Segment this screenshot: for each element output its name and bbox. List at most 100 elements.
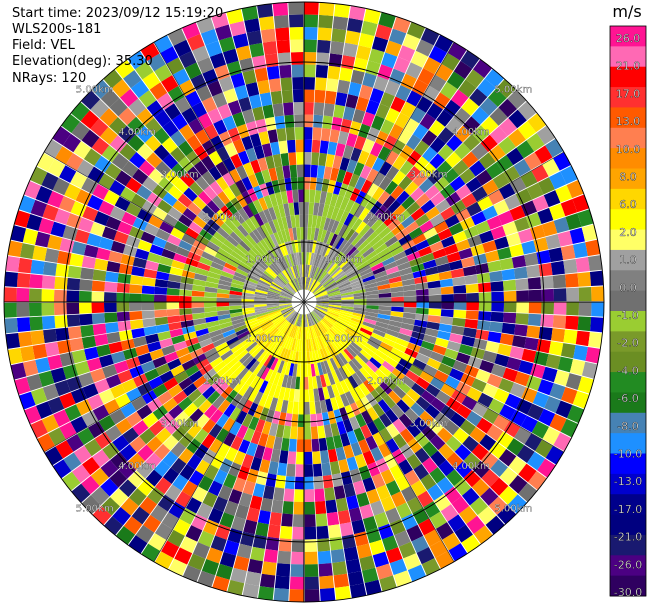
- range-gate: [59, 421, 77, 440]
- range-gate: [340, 432, 351, 447]
- range-gate: [283, 387, 291, 401]
- range-gate: [438, 323, 453, 333]
- colorbar-segment: [610, 575, 646, 597]
- range-gate: [389, 464, 404, 480]
- range-gate: [248, 249, 260, 261]
- range-gate: [326, 331, 336, 343]
- range-gate: [154, 309, 168, 318]
- range-ring-label: 1.00km: [245, 334, 283, 345]
- range-gate: [186, 150, 201, 166]
- range-gate: [490, 311, 504, 323]
- range-gate: [252, 106, 265, 121]
- range-gate: [228, 254, 241, 265]
- range-gate: [188, 221, 203, 234]
- range-gate: [313, 388, 320, 402]
- range-gate: [377, 247, 391, 259]
- range-gate: [222, 115, 237, 131]
- range-gate: [248, 173, 259, 188]
- range-gate: [270, 263, 281, 275]
- range-gate: [498, 448, 517, 467]
- range-gate: [241, 258, 254, 268]
- range-gate: [117, 221, 133, 235]
- range-gate: [341, 55, 356, 70]
- range-gate: [282, 500, 294, 515]
- range-gate: [231, 318, 245, 326]
- range-gate: [281, 437, 290, 452]
- range-gate: [253, 185, 264, 200]
- range-gate: [338, 315, 351, 323]
- range-gate: [159, 221, 174, 234]
- range-gate: [290, 266, 297, 279]
- range-gate: [142, 277, 156, 287]
- range-gate: [263, 270, 275, 280]
- range-gate: [229, 421, 242, 436]
- range-gate: [280, 152, 290, 167]
- range-gate: [263, 208, 273, 223]
- range-gate: [229, 286, 243, 293]
- range-gate: [230, 72, 246, 89]
- range-gate: [275, 424, 285, 438]
- range-gate: [306, 239, 311, 253]
- range-gate: [61, 113, 81, 134]
- range-gate: [224, 218, 237, 232]
- range-gate: [80, 110, 100, 129]
- range-gate: [300, 326, 303, 340]
- range-gate: [296, 152, 304, 165]
- range-gate: [86, 233, 102, 248]
- range-gate: [575, 330, 590, 347]
- range-gate: [106, 331, 121, 344]
- colorbar-segment: [610, 555, 646, 577]
- range-gate: [480, 487, 499, 506]
- range-gate: [314, 488, 325, 502]
- azimuth-spokes: [4, 2, 604, 602]
- range-gate: [410, 263, 425, 273]
- range-gate: [267, 290, 281, 296]
- range-gate: [274, 332, 284, 344]
- range-gate: [518, 463, 537, 483]
- range-gate: [313, 102, 325, 116]
- range-gate: [338, 281, 351, 289]
- range-gate: [257, 281, 270, 289]
- range-gate: [283, 286, 295, 295]
- range-gate: [149, 348, 164, 361]
- range-gate: [272, 153, 283, 168]
- range-gate: [132, 257, 147, 269]
- range-gate: [304, 514, 316, 527]
- range-gate: [163, 377, 179, 391]
- range-gate: [249, 375, 261, 389]
- range-gate: [476, 417, 493, 434]
- range-gate: [229, 302, 242, 306]
- range-gate: [81, 475, 100, 495]
- range-gate: [310, 325, 316, 339]
- range-gate: [277, 373, 285, 387]
- range-gate: [231, 279, 245, 286]
- colorbar-segment: [610, 26, 646, 47]
- range-gate: [317, 538, 331, 552]
- range-gate: [179, 464, 196, 481]
- range-gate: [168, 321, 182, 331]
- range-gate: [65, 152, 84, 171]
- range-gate: [276, 217, 285, 231]
- range-gate: [473, 253, 488, 266]
- range-gate: [136, 461, 154, 479]
- range-gate: [398, 175, 413, 191]
- range-gate: [59, 238, 75, 253]
- range-gate: [479, 230, 495, 244]
- range-gate: [417, 490, 434, 508]
- range-gate: [259, 183, 269, 197]
- range-gate: [298, 401, 304, 415]
- range-gate: [358, 439, 371, 454]
- range-gate: [304, 426, 312, 440]
- range-gate: [319, 216, 327, 230]
- range-gate: [406, 342, 421, 353]
- range-gate: [222, 329, 236, 338]
- range-gate: [312, 310, 322, 321]
- range-gate: [319, 256, 327, 269]
- range-gate: [70, 101, 90, 122]
- range-gate: [292, 77, 304, 90]
- range-gate: [134, 248, 150, 260]
- range-gate: [307, 313, 312, 327]
- range-gate: [418, 518, 436, 536]
- range-gate: [188, 370, 203, 383]
- range-gate: [241, 399, 253, 414]
